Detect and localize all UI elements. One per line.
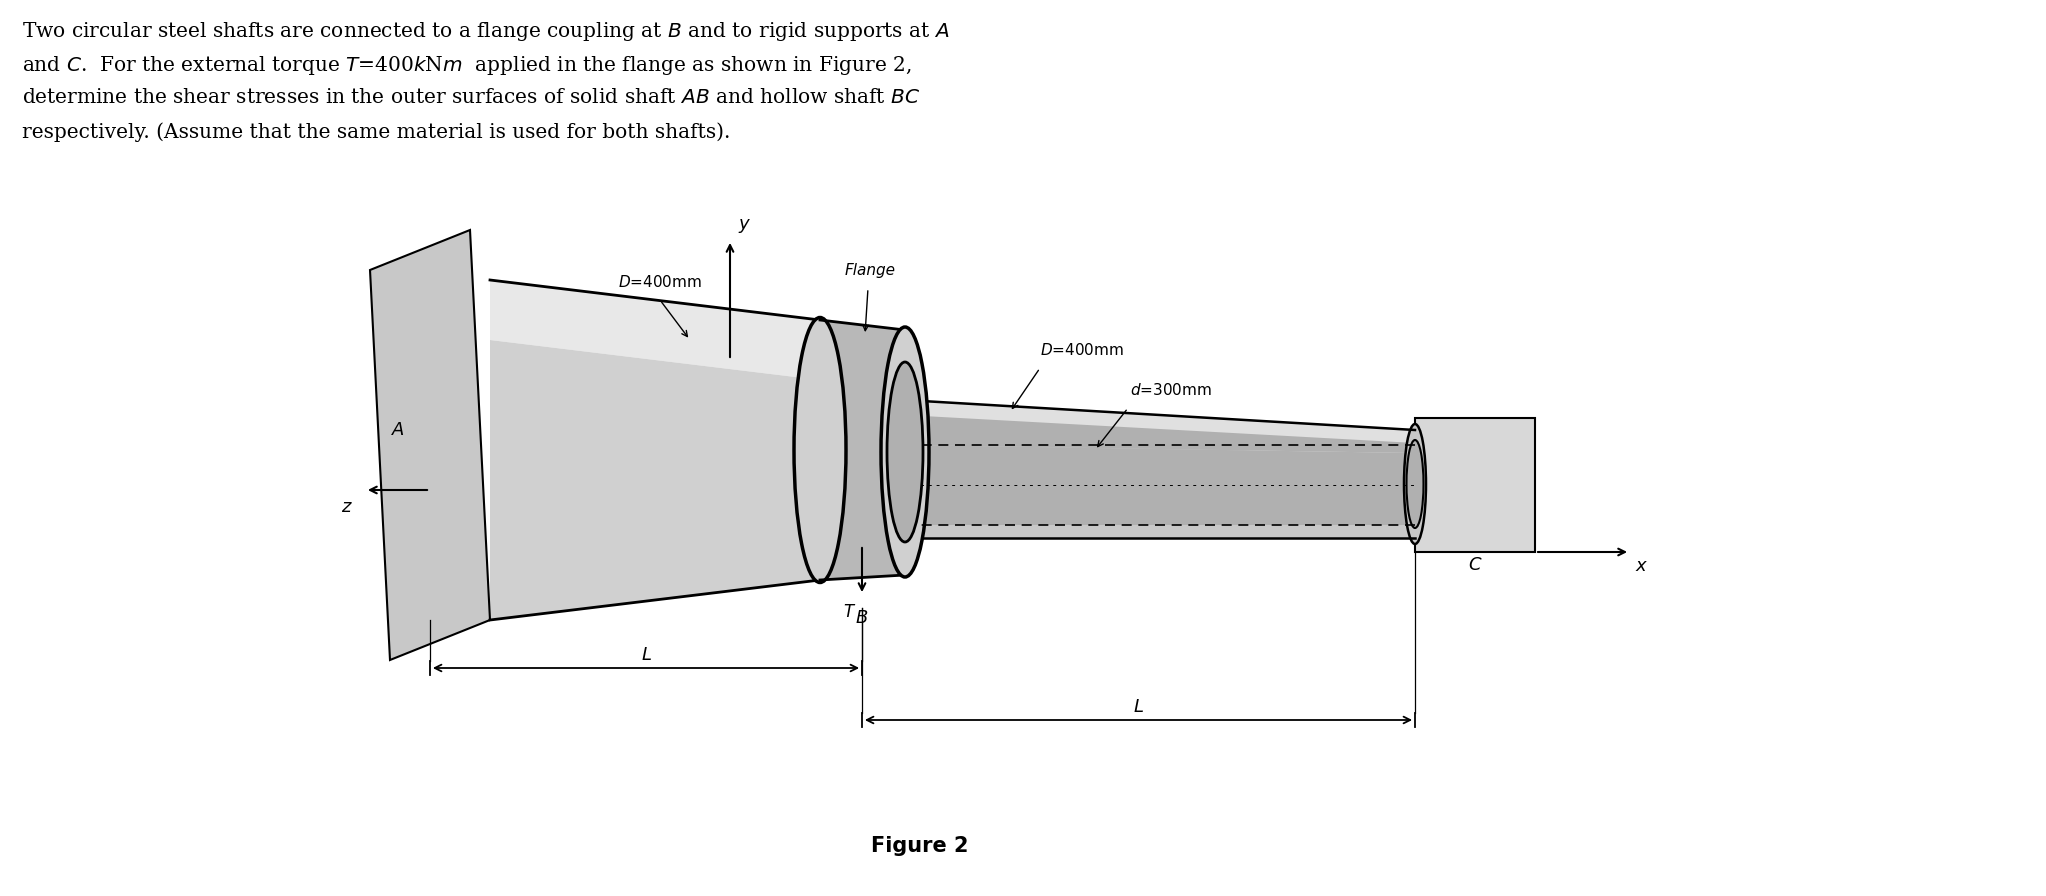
Text: $T$: $T$ bbox=[843, 603, 855, 621]
Text: $y$: $y$ bbox=[739, 217, 751, 235]
Ellipse shape bbox=[882, 327, 929, 577]
Polygon shape bbox=[904, 445, 1416, 525]
Text: $C$: $C$ bbox=[1467, 556, 1481, 574]
Polygon shape bbox=[904, 430, 1416, 538]
Polygon shape bbox=[820, 320, 904, 580]
Text: $z$: $z$ bbox=[342, 498, 354, 516]
Text: $D$=400mm: $D$=400mm bbox=[1039, 342, 1123, 358]
Polygon shape bbox=[489, 340, 820, 620]
Text: $D$=400mm: $D$=400mm bbox=[618, 274, 702, 290]
Text: determine the shear stresses in the outer surfaces of solid shaft $AB$ and hollo: determine the shear stresses in the oute… bbox=[23, 88, 921, 107]
Text: and $C$.  For the external torque $T$=400$k$N$m$  applied in the flange as shown: and $C$. For the external torque $T$=400… bbox=[23, 54, 913, 77]
Polygon shape bbox=[370, 230, 489, 660]
Text: Figure 2: Figure 2 bbox=[872, 836, 968, 856]
Ellipse shape bbox=[1404, 424, 1426, 544]
Ellipse shape bbox=[888, 362, 923, 542]
Ellipse shape bbox=[804, 380, 835, 580]
Text: $L$: $L$ bbox=[640, 646, 651, 664]
Ellipse shape bbox=[794, 317, 845, 582]
Polygon shape bbox=[904, 400, 1416, 460]
Text: Flange: Flange bbox=[845, 263, 896, 278]
Polygon shape bbox=[489, 280, 820, 380]
Text: $B$: $B$ bbox=[855, 609, 870, 627]
Text: $L$: $L$ bbox=[1133, 698, 1144, 716]
Text: $A$: $A$ bbox=[391, 421, 405, 439]
Text: $x$: $x$ bbox=[1635, 557, 1649, 575]
Polygon shape bbox=[904, 415, 1416, 453]
Text: $d$=300mm: $d$=300mm bbox=[1129, 382, 1211, 398]
Text: Two circular steel shafts are connected to a flange coupling at $B$ and to rigid: Two circular steel shafts are connected … bbox=[23, 20, 949, 43]
Polygon shape bbox=[1416, 418, 1534, 552]
Ellipse shape bbox=[1406, 440, 1424, 528]
Text: respectively. (Assume that the same material is used for both shafts).: respectively. (Assume that the same mate… bbox=[23, 122, 730, 142]
